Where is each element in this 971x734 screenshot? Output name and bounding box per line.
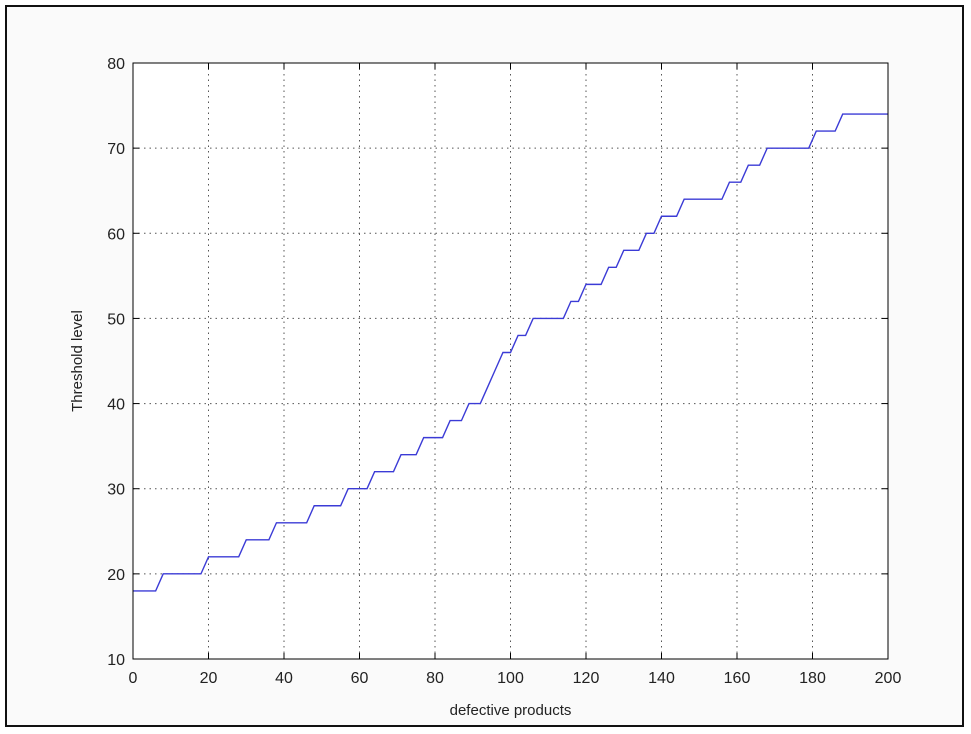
y-tick-label: 80 [107,56,125,73]
y-tick-label: 60 [107,226,125,243]
x-tick-label: 140 [648,670,675,687]
grid-lines [133,63,888,659]
x-tick-label: 120 [573,670,600,687]
series-layer [133,113,888,592]
x-tick-label: 40 [275,670,293,687]
x-tick-label: 200 [875,670,902,687]
y-tick-label: 50 [107,311,125,328]
x-tick-label: 160 [724,670,751,687]
y-tick-label: 70 [107,141,125,158]
x-tick-label: 80 [426,670,444,687]
y-tick-label: 10 [107,652,125,669]
x-tick-label: 0 [129,670,138,687]
y-tick-labels: 10 20 30 40 50 60 70 80 [107,56,125,669]
tick-marks [132,62,889,660]
y-tick-label: 30 [107,482,125,499]
x-tick-label: 180 [799,670,826,687]
x-axis-label: defective products [450,702,572,719]
y-axis-label: Threshold level [69,310,86,412]
series-line-1 [133,113,888,592]
x-tick-label: 20 [200,670,218,687]
x-tick-label: 60 [351,670,369,687]
y-tick-label: 20 [107,567,125,584]
y-tick-label: 40 [107,397,125,414]
x-tick-labels: 0 20 40 60 80 100 120 140 160 180 200 [129,670,902,687]
x-tick-label: 100 [497,670,524,687]
